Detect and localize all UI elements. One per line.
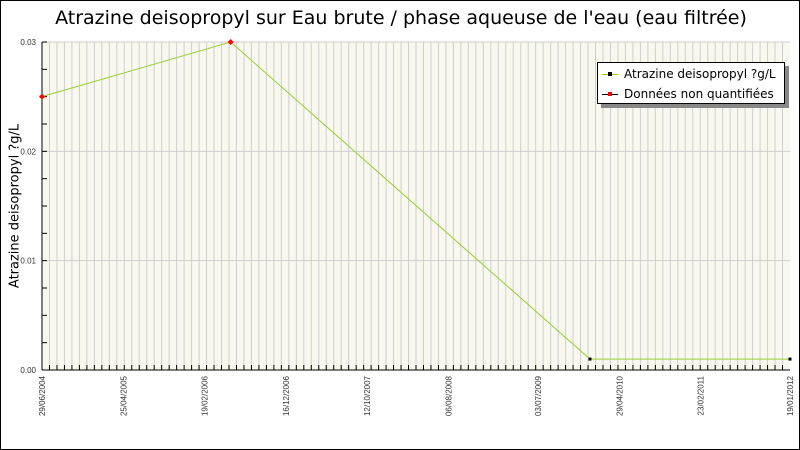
chart-title: Atrazine deisopropyl sur Eau brute / pha… [55,7,747,29]
legend-swatch [602,69,618,79]
x-tick-label: 25/04/2005 [119,375,128,416]
data-point [588,357,592,361]
legend-swatch [602,89,618,99]
x-tick-label: 12/10/2007 [363,375,372,416]
y-tick-label: 0.00 [20,366,36,375]
legend-label: Données non quantifiées [624,87,774,101]
legend-item: Atrazine deisopropyl ?g/L [598,65,784,83]
x-tick-label: 19/01/2012 [786,375,795,416]
x-tick-label: 29/04/2010 [615,375,624,416]
x-tick-label: 19/02/2006 [201,375,210,416]
y-tick-label: 0.01 [20,257,36,266]
x-tick-label: 23/02/2011 [697,375,706,415]
x-tick-label: 06/08/2008 [444,375,453,416]
legend-label: Atrazine deisopropyl ?g/L [624,67,776,81]
series-line [41,41,790,360]
y-tick-label: 0.03 [20,38,36,47]
non-quantified-point [227,39,234,45]
x-tick-label: 16/12/2006 [282,375,291,416]
legend-item: Données non quantifiées [598,85,784,103]
data-point [788,357,792,361]
non-quantified-point [39,93,45,100]
x-tick-label: 03/07/2009 [534,375,543,416]
y-tick-label: 0.02 [20,147,36,156]
x-tick-label: 29/06/2004 [38,375,47,416]
legend: Atrazine deisopropyl ?g/L Données non qu… [597,62,785,104]
